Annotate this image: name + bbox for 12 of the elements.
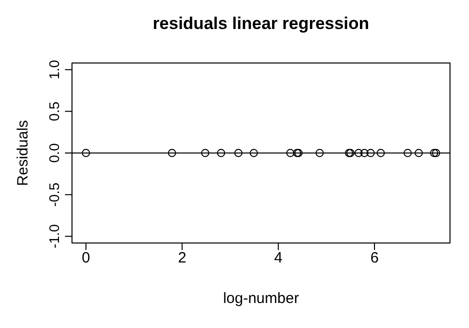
y-tick-label: 0.5 bbox=[46, 101, 62, 122]
y-tick-label: 1.0 bbox=[46, 60, 62, 80]
y-tick-label: 0.0 bbox=[46, 143, 62, 163]
chart-title: residuals linear regression bbox=[152, 14, 370, 34]
y-tick-label: -0.5 bbox=[46, 182, 62, 207]
x-axis-title: log-number bbox=[223, 290, 299, 307]
x-tick-label: 0 bbox=[82, 250, 90, 267]
y-axis-title: Residuals bbox=[14, 120, 32, 186]
y-tick-label: -1.0 bbox=[46, 224, 62, 248]
x-tick-label: 4 bbox=[274, 250, 282, 267]
x-tick-label: 2 bbox=[178, 250, 186, 267]
x-tick-label: 6 bbox=[370, 250, 379, 267]
